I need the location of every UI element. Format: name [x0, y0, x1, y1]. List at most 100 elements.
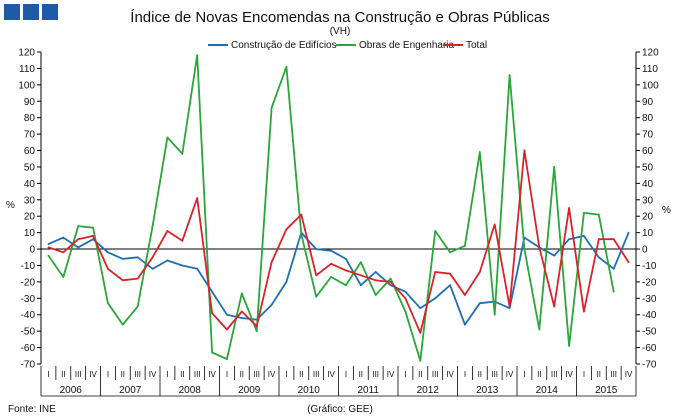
chart-subtitle: (VH) [330, 26, 351, 37]
y-tick-label-right: 40 [642, 179, 654, 190]
data-point-engenharia [583, 212, 585, 214]
data-point-edificios [136, 256, 139, 259]
y-tick-label-left: 120 [18, 48, 35, 59]
data-point-edificios [568, 238, 570, 241]
x-quarter-label: I [285, 370, 287, 379]
y-tick-label-left: 70 [24, 130, 36, 141]
logo-square-3 [42, 4, 58, 20]
y-tick-label-left: 10 [24, 228, 36, 239]
x-quarter-label: I [583, 370, 585, 379]
data-point-total [270, 261, 273, 264]
x-quarter-label: III [134, 370, 141, 379]
data-point-engenharia [330, 276, 332, 278]
y-tick-label-left: 20 [24, 212, 36, 223]
data-point-engenharia [568, 345, 570, 347]
y-tick-label-right: 70 [642, 130, 654, 141]
y-tick-label-left: -40 [21, 310, 36, 321]
legend-label-engenharia: Obras de Engenharia [359, 40, 455, 51]
x-quarter-label: III [75, 370, 82, 379]
data-point-total [404, 297, 407, 300]
data-point-engenharia [77, 225, 80, 227]
x-quarter-label: I [107, 370, 109, 379]
data-point-edificios [478, 302, 481, 305]
y-tick-label-left: 50 [24, 162, 36, 173]
x-year-label: 2010 [298, 385, 321, 396]
data-point-edificios [508, 307, 511, 310]
data-point-engenharia [285, 65, 288, 68]
x-quarter-label: IV [506, 370, 514, 379]
x-quarter-label: IV [149, 370, 157, 379]
data-point-total [389, 280, 392, 283]
chart-title: Índice de Novas Encomendas na Construção… [130, 9, 549, 26]
series-lines [47, 54, 630, 362]
x-quarter-label: I [166, 370, 168, 379]
data-point-engenharia [255, 330, 258, 333]
data-point-total [359, 274, 362, 277]
data-point-edificios [196, 267, 199, 270]
y-tick-label-right: 20 [642, 212, 654, 223]
data-point-engenharia [389, 277, 392, 280]
data-point-total [597, 238, 600, 241]
x-quarter-label: II [359, 370, 363, 379]
series-line-engenharia [47, 54, 615, 362]
x-year-label: 2011 [357, 385, 379, 396]
x-quarter-label: II [478, 370, 482, 379]
data-point-total [493, 223, 496, 226]
logo-square-2 [23, 4, 39, 20]
y-tick-label-left: -60 [21, 343, 36, 354]
data-point-engenharia [300, 233, 303, 236]
data-point-edificios [404, 290, 407, 293]
y-tick-label-right: 90 [642, 97, 654, 108]
x-year-label: 2014 [536, 385, 559, 396]
data-point-edificios [151, 267, 154, 270]
data-point-total [151, 256, 154, 259]
data-point-edificios [374, 271, 377, 273]
x-quarter-label: III [551, 370, 558, 379]
data-point-edificios [583, 235, 585, 237]
data-point-total [464, 294, 466, 296]
y-tick-label-right: 10 [642, 228, 654, 239]
y-tick-label-right: -70 [642, 360, 657, 371]
data-point-edificios [181, 264, 184, 267]
data-point-engenharia [359, 261, 362, 264]
data-point-total [538, 246, 541, 249]
data-point-edificios [270, 303, 273, 306]
y-tick-label-right: 0 [642, 245, 648, 256]
x-quarter-label: III [313, 370, 320, 379]
data-point-engenharia [62, 276, 65, 278]
data-point-total [508, 305, 511, 308]
x-quarter-label: I [523, 370, 525, 379]
data-point-total [92, 235, 94, 237]
x-quarter-label: II [121, 370, 125, 379]
y-ticks-left: -70 -60 -50 -40 -30 -20 -10 0 10 20 30 40 50 60 70 80 90… [18, 48, 41, 371]
x-year-label: 2012 [417, 385, 440, 396]
data-point-total [583, 310, 585, 313]
data-point-engenharia [434, 230, 437, 232]
y-axis-label-right: % [662, 205, 671, 216]
x-quarter-label: IV [208, 370, 216, 379]
data-point-edificios [449, 284, 451, 287]
x-year-label: 2007 [119, 385, 142, 396]
data-point-engenharia [240, 292, 243, 295]
data-point-edificios [47, 243, 50, 246]
data-point-edificios [612, 267, 615, 270]
data-point-engenharia [493, 313, 496, 316]
y-tick-label-right: -20 [642, 277, 657, 288]
x-year-label: 2013 [476, 385, 499, 396]
x-quarter-label: IV [327, 370, 335, 379]
data-point-edificios [62, 236, 65, 239]
data-point-engenharia [151, 225, 154, 227]
x-quarter-label: I [345, 370, 347, 379]
y-tick-label-right: 100 [642, 80, 659, 91]
data-point-edificios [389, 284, 392, 287]
x-year-label: 2009 [238, 385, 261, 396]
data-point-engenharia [523, 248, 526, 250]
data-point-total [255, 325, 258, 328]
data-point-engenharia [538, 328, 541, 331]
data-point-total [300, 213, 303, 216]
data-point-total [553, 305, 556, 308]
series-line-total [48, 149, 630, 334]
y-tick-label-left: 80 [24, 113, 36, 124]
credit-note: (Gráfico: GEE) [307, 404, 373, 415]
data-point-edificios [627, 231, 630, 234]
